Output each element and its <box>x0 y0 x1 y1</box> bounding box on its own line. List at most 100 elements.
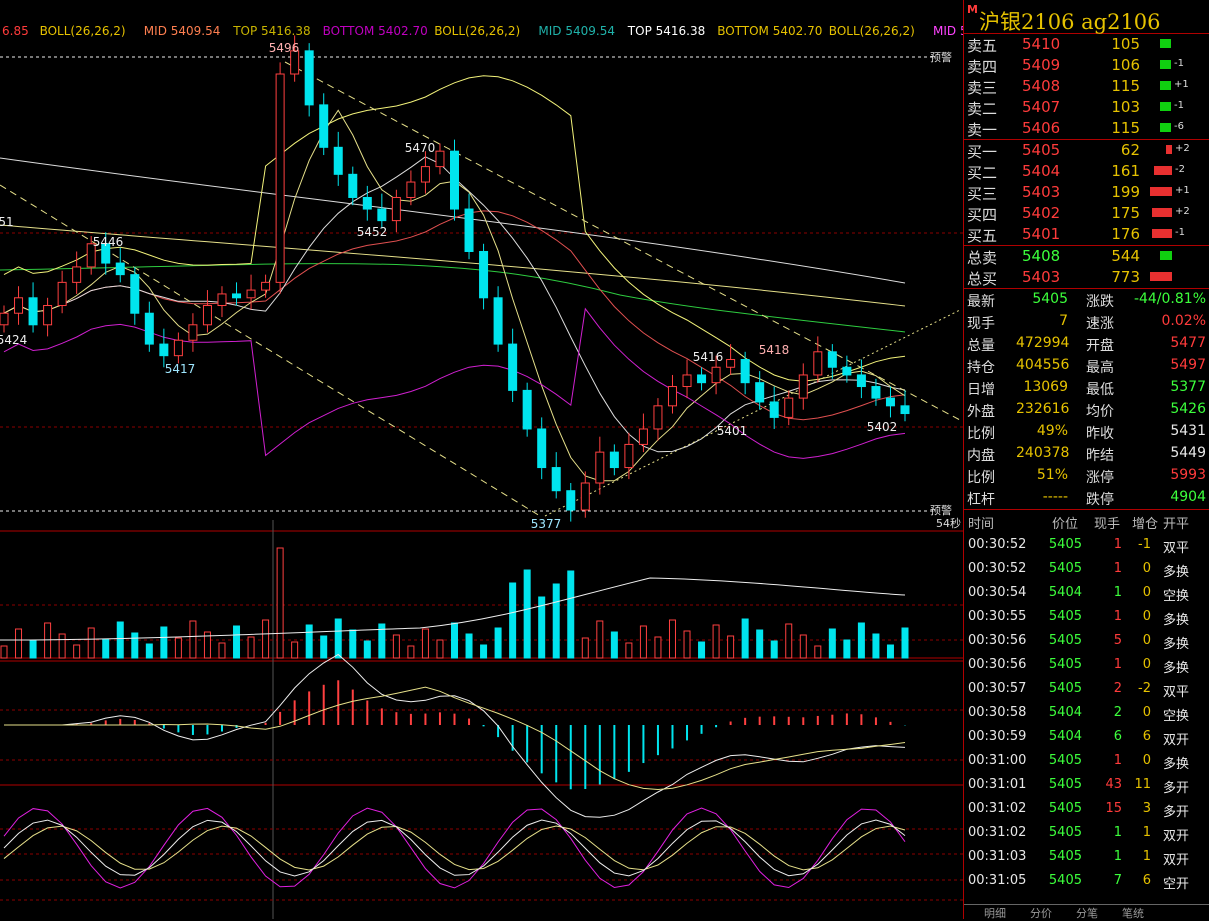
tick-row[interactable]: 00:30:54 5404 1 0 空换 <box>964 580 1209 604</box>
volume-bar <box>741 618 749 659</box>
tick-list[interactable]: 时间 价位 现手 增仓 开平 00:30:52 5405 1 -1 双平 00:30:52… <box>964 510 1209 892</box>
tick-price: 5405 <box>1048 633 1082 648</box>
volume-bar <box>639 625 647 659</box>
tick-row[interactable]: 00:31:03 5405 1 1 双开 <box>964 844 1209 868</box>
tick-qty: 5 <box>1113 633 1122 648</box>
tick-row[interactable]: 00:30:57 5405 2 -2 双平 <box>964 676 1209 700</box>
volume-bar <box>625 642 633 659</box>
quote-panel: M 沪银2106 ag2106 卖五 5410 105 卖四 5409 106 -1 卖三 54… <box>963 0 1209 920</box>
candle-body <box>144 312 154 345</box>
stat-row: 最新 5405 涨跌 -44/0.81% <box>964 289 1209 311</box>
bottom-tab[interactable]: 分笔 <box>1076 907 1098 920</box>
tick-price: 5404 <box>1048 585 1082 600</box>
stat-value: 5497 <box>1170 357 1206 373</box>
tick-qty: 2 <box>1113 681 1122 696</box>
tick-row[interactable]: 00:31:02 5405 15 3 多开 <box>964 796 1209 820</box>
ask-volume: 105 <box>1111 35 1140 53</box>
volume-bar <box>799 634 807 659</box>
bid-volume: 175 <box>1111 204 1140 222</box>
price-annotation: 5424 <box>0 333 27 347</box>
tick-row[interactable]: 00:31:02 5405 1 1 双开 <box>964 820 1209 844</box>
volume-bar <box>145 643 153 659</box>
stat-label: 持仓 <box>967 360 995 376</box>
tick-row[interactable]: 00:30:55 5405 1 0 多换 <box>964 604 1209 628</box>
price-annotation: 5417 <box>165 362 196 376</box>
candle-body <box>406 181 416 198</box>
tick-oi: 0 <box>1142 633 1151 648</box>
bid-volume: 199 <box>1111 183 1140 201</box>
quote-stats: 最新 5405 涨跌 -44/0.81% 现手 7 速涨 0.02% 总量 472994 开盘 547… <box>964 289 1209 510</box>
tick-qty: 43 <box>1105 777 1122 792</box>
volume-bar <box>320 635 328 659</box>
total-row: 总买 5403 773 <box>964 267 1209 288</box>
tick-time: 00:31:03 <box>968 849 1027 864</box>
volume-bar <box>712 624 720 659</box>
volume-bar <box>465 633 473 659</box>
tick-qty: 1 <box>1113 561 1122 576</box>
stat-label: 均价 <box>1086 404 1114 420</box>
candle-body <box>871 386 881 399</box>
tick-row[interactable]: 00:31:01 5405 43 11 多开 <box>964 772 1209 796</box>
candle-body <box>130 274 140 314</box>
tick-row[interactable]: 00:30:59 5404 6 6 双开 <box>964 724 1209 748</box>
volume-bar <box>334 618 342 659</box>
volume-bar <box>538 596 546 659</box>
price-annotation: 5418 <box>759 343 790 357</box>
tick-time: 00:30:58 <box>968 705 1027 720</box>
macd-dif-line <box>4 653 906 818</box>
bottom-tab[interactable]: 笔统 <box>1122 907 1144 920</box>
bid-level-label: 买一 <box>967 143 998 161</box>
bid-level-label: 买三 <box>967 185 998 203</box>
tick-oi: 0 <box>1142 705 1151 720</box>
ask-price: 5406 <box>1022 119 1061 137</box>
tick-row[interactable]: 00:31:05 5405 7 6 空开 <box>964 868 1209 892</box>
tick-qty: 1 <box>1113 657 1122 672</box>
chart-area[interactable]: 预警 预警 54秒 6.85 BOLL(26,26,2) MID 5409.54 TOP 5… <box>0 0 963 919</box>
trend-line-support <box>544 309 961 517</box>
stat-value: 240378 <box>1016 445 1070 461</box>
stat-label: 最新 <box>967 294 995 310</box>
volume-bar <box>785 623 793 659</box>
tick-oi: -1 <box>1138 537 1151 552</box>
candle-body <box>43 305 53 326</box>
bid-volume-bar <box>1150 187 1172 196</box>
ask-row: 卖二 5407 103 -1 <box>964 97 1209 118</box>
tick-price: 5405 <box>1048 537 1082 552</box>
tick-row[interactable]: 00:30:58 5404 2 0 空换 <box>964 700 1209 724</box>
stat-label: 涨停 <box>1086 470 1114 486</box>
bid-price: 5401 <box>1022 225 1061 243</box>
tick-time: 00:30:59 <box>968 729 1027 744</box>
bottom-tab[interactable]: 明细 <box>984 907 1006 920</box>
volume-bar <box>857 622 865 659</box>
tick-row[interactable]: 00:30:56 5405 1 0 多换 <box>964 652 1209 676</box>
bid-delta: +2 <box>1175 206 1190 217</box>
candle-body <box>464 208 474 252</box>
bottom-tab[interactable]: 分价 <box>1030 907 1052 920</box>
ask-volume: 115 <box>1111 77 1140 95</box>
ask-level-label: 卖四 <box>967 58 998 76</box>
stat-value: 5431 <box>1170 423 1206 439</box>
candle-body <box>290 50 300 75</box>
tick-type: 多换 <box>1163 613 1190 628</box>
tick-row[interactable]: 00:30:52 5405 1 0 多换 <box>964 556 1209 580</box>
tick-row[interactable]: 00:30:52 5405 1 -1 双平 <box>964 532 1209 556</box>
candle-body <box>711 366 721 384</box>
candle-body <box>609 451 619 469</box>
volume-bar <box>189 620 197 659</box>
bid-price: 5403 <box>1022 183 1061 201</box>
volume-bar <box>886 644 894 659</box>
stat-label: 跌停 <box>1086 492 1114 508</box>
candle-body <box>420 166 430 183</box>
tick-time: 00:30:56 <box>968 633 1027 648</box>
stat-value: 0.02% <box>1161 313 1206 329</box>
tick-row[interactable]: 00:31:00 5405 1 0 多换 <box>964 748 1209 772</box>
bottom-tabs[interactable]: 明细 分价 分笔 笔统 <box>964 904 1209 920</box>
indicator-text: BOLL(26,26,2) <box>434 24 520 38</box>
candle-body <box>333 146 343 175</box>
total-volume: 544 <box>1111 247 1140 265</box>
price-annotation: 5416 <box>693 350 724 364</box>
volume-bar <box>102 638 110 659</box>
volume-bar <box>770 640 778 659</box>
tick-row[interactable]: 00:30:56 5405 5 0 多换 <box>964 628 1209 652</box>
